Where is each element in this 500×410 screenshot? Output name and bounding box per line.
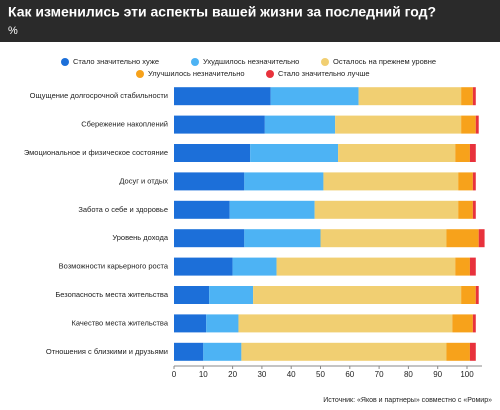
- bar-segment: [174, 342, 204, 361]
- legend-label: Улучшилось незначительно: [148, 69, 245, 78]
- x-tick-label: 80: [404, 370, 413, 379]
- bar-segment: [358, 87, 462, 106]
- bar-segment: [475, 115, 479, 134]
- bar-segment: [250, 144, 339, 162]
- x-tick-label: 50: [316, 370, 325, 379]
- bar-segment: [458, 172, 473, 191]
- bar-segment: [446, 229, 479, 248]
- y-tick-label: Безопасность места жительства: [55, 290, 168, 299]
- bar-segment: [276, 257, 456, 276]
- legend-marker: [321, 58, 329, 66]
- x-tick-label: 60: [345, 370, 354, 379]
- bar-segment: [469, 342, 476, 361]
- bar-segment: [174, 314, 207, 333]
- bar-segment: [469, 144, 476, 162]
- chart-subtitle: %: [8, 25, 18, 37]
- bar-segment: [244, 172, 324, 191]
- legend-marker: [136, 70, 144, 78]
- y-tick-label: Сбережение накоплений: [81, 120, 168, 129]
- x-tick-label: 90: [433, 370, 442, 379]
- bar-segment: [203, 342, 242, 361]
- bar-segment: [458, 200, 473, 219]
- x-tick-label: 100: [460, 370, 474, 379]
- bar-segment: [323, 172, 459, 191]
- chart-title: Как изменились эти аспекты вашей жизни з…: [8, 4, 436, 20]
- bar-segment: [206, 314, 239, 333]
- x-tick-label: 0: [172, 370, 177, 379]
- bar-segment: [455, 144, 470, 162]
- bar-segment: [174, 257, 233, 276]
- bar-segment: [472, 172, 476, 191]
- bar-segment: [174, 115, 265, 134]
- bar-segment: [338, 144, 456, 162]
- x-tick-label: 20: [228, 370, 237, 379]
- bar-segment: [335, 115, 462, 134]
- bar-segment: [229, 200, 315, 219]
- bar-segment: [232, 257, 277, 276]
- y-tick-label: Отношения с близкими и друзьями: [46, 347, 168, 356]
- bar-segment: [452, 314, 473, 333]
- legend-marker: [266, 70, 274, 78]
- y-tick-label: Качество места жительства: [72, 318, 169, 327]
- bar-segment: [475, 286, 479, 304]
- bar-segment: [472, 314, 476, 333]
- bar-segment: [320, 229, 447, 248]
- bar-segment: [446, 342, 470, 361]
- bar-segment: [478, 229, 485, 248]
- legend-label: Стало значительно хуже: [73, 57, 159, 66]
- bar-segment: [253, 286, 462, 304]
- bar-segment: [461, 115, 476, 134]
- header-band: [0, 0, 500, 42]
- legend-label: Стало значительно лучше: [278, 69, 370, 78]
- x-tick-label: 70: [375, 370, 384, 379]
- bar-segment: [174, 200, 230, 219]
- y-tick-label: Эмоциональное и физическое состояние: [24, 148, 168, 157]
- bar-segment: [455, 257, 470, 276]
- bar-segment: [244, 229, 321, 248]
- y-tick-label: Ощущение долгосрочной стабильности: [30, 91, 168, 100]
- bar-segment: [209, 286, 254, 304]
- bar-segment: [264, 115, 336, 134]
- bar-segment: [461, 87, 473, 106]
- x-tick-label: 40: [287, 370, 296, 379]
- y-tick-label: Досуг и отдых: [119, 176, 168, 185]
- bar-segment: [174, 286, 210, 304]
- legend-marker: [191, 58, 199, 66]
- bar-segment: [314, 200, 459, 219]
- bar-segment: [241, 342, 447, 361]
- y-tick-label: Забота о себе и здоровье: [78, 205, 168, 214]
- bar-segment: [174, 172, 245, 191]
- bar-segment: [270, 87, 359, 106]
- bar-segment: [469, 257, 476, 276]
- bar-segment: [472, 87, 476, 106]
- bar-segment: [461, 286, 476, 304]
- bar-segment: [174, 87, 271, 106]
- legend-label: Осталось на прежнем уровне: [333, 57, 436, 66]
- y-tick-label: Возможности карьерного роста: [59, 262, 169, 271]
- x-tick-label: 10: [199, 370, 208, 379]
- y-tick-label: Уровень дохода: [112, 233, 168, 242]
- source-note: Источник: «Яков и партнеры» совместно с …: [323, 397, 492, 404]
- bar-segment: [238, 314, 453, 333]
- legend-marker: [61, 58, 69, 66]
- x-tick-label: 30: [257, 370, 266, 379]
- legend-label: Ухудшилось незначительно: [203, 57, 299, 66]
- bar-segment: [174, 144, 251, 162]
- bar-segment: [174, 229, 245, 248]
- bar-segment: [472, 200, 476, 219]
